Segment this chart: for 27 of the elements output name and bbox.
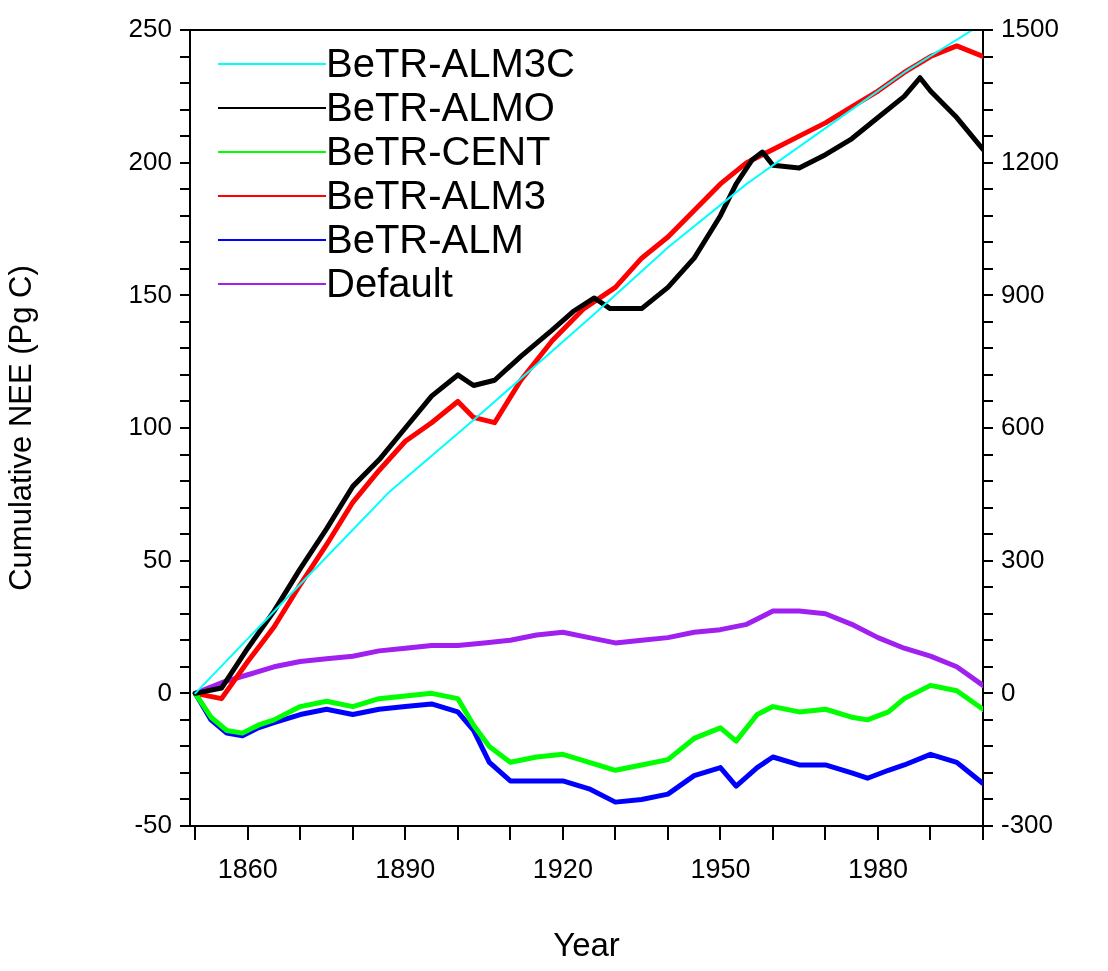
- y2-tick-label: 300: [1001, 543, 1045, 574]
- y2-tick-label: 0: [1001, 676, 1016, 707]
- legend-label: BeTR-ALM: [326, 217, 524, 262]
- y-tick-label: 50: [143, 543, 172, 574]
- x-axis-title: Year: [553, 926, 620, 964]
- y2-tick-label: 1200: [1001, 145, 1059, 176]
- legend-label: BeTR-ALM3C: [326, 41, 575, 86]
- y2-tick-label: -300: [1001, 809, 1054, 840]
- y-tick-label: -50: [134, 809, 172, 840]
- y-tick-label: 250: [128, 13, 172, 44]
- legend-label: BeTR-ALM3: [326, 173, 547, 218]
- y2-tick-label: 1500: [1001, 13, 1059, 44]
- x-tick-label: 1890: [375, 853, 436, 884]
- y2-tick-label: 600: [1001, 411, 1045, 442]
- x-tick-label: 1860: [217, 853, 278, 884]
- x-tick-label: 1950: [690, 853, 751, 884]
- y-tick-label: 100: [128, 411, 172, 442]
- x-tick-label: 1980: [847, 853, 909, 884]
- y2-tick-label: 900: [1001, 278, 1045, 309]
- y-tick-label: 200: [128, 145, 172, 176]
- y-tick-label: 0: [157, 676, 172, 707]
- x-tick-label: 1920: [532, 853, 593, 884]
- y-tick-label: 150: [128, 278, 172, 309]
- legend-label: Default: [326, 261, 453, 306]
- y-axis-title: Cumulative NEE (Pg C): [3, 265, 39, 591]
- legend-label: BeTR-ALMO: [326, 85, 555, 130]
- legend-label: BeTR-CENT: [326, 129, 551, 174]
